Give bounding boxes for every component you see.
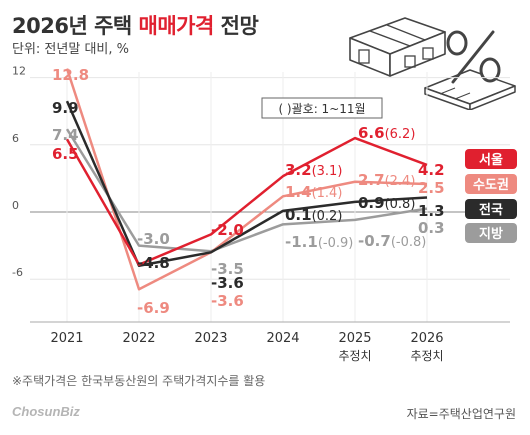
legend-badge-metro bbox=[465, 174, 517, 194]
data-value: -0.7 bbox=[358, 232, 391, 250]
legend-badge-local bbox=[465, 223, 517, 243]
unit-label: 단위: 전년말 대비, % bbox=[12, 42, 129, 57]
house-percent-illustration bbox=[349, 17, 516, 110]
data-value: 6.6 bbox=[358, 124, 385, 142]
page-title: 2026년 주택 매매가격 전망 bbox=[12, 10, 259, 40]
x-tick-label: 2026 bbox=[410, 331, 443, 346]
data-label-metro: 12.8 bbox=[52, 66, 89, 84]
legend-label-national: 전국 bbox=[479, 202, 503, 218]
data-label-local: -3.5 bbox=[211, 260, 244, 278]
y-tick-label: 6 bbox=[12, 132, 19, 145]
data-paren-value: (2.4) bbox=[385, 174, 416, 189]
data-label-local: -3.0 bbox=[137, 230, 170, 248]
publisher-logo: ChosunBiz bbox=[12, 404, 80, 419]
data-label-metro: 2.5 bbox=[418, 179, 445, 197]
data-value: 0.9 bbox=[358, 194, 385, 212]
data-value: -4.8 bbox=[137, 254, 170, 272]
legend-label-metro: 수도권 bbox=[473, 178, 509, 193]
x-tick-label: 2021 bbox=[50, 331, 83, 346]
data-label-metro: -6.9 bbox=[137, 299, 170, 317]
series-line-seoul bbox=[65, 136, 428, 266]
data-value: 4.2 bbox=[418, 161, 445, 179]
x-tick-label: 2024 bbox=[266, 331, 299, 346]
data-paren-value: (-0.9) bbox=[318, 236, 354, 251]
legend-label-local: 지방 bbox=[479, 226, 503, 242]
title-prefix: 2026년 주택 bbox=[12, 14, 139, 38]
x-tick-label: 2023 bbox=[194, 331, 227, 346]
data-value: 7.4 bbox=[52, 126, 79, 144]
annotation-box: ( )괄호: 1~11월 bbox=[261, 97, 383, 119]
data-label-seoul: -2.0 bbox=[211, 221, 244, 239]
legend-badge-national bbox=[465, 199, 517, 219]
title-accent: 매매가격 bbox=[138, 14, 215, 38]
data-paren-value: (6.2) bbox=[385, 127, 416, 142]
data-label-seoul: 3.2(3.1) bbox=[285, 161, 342, 179]
data-value: -1.1 bbox=[285, 233, 318, 251]
data-value: 1.4 bbox=[285, 183, 312, 201]
data-paren-value: (0.8) bbox=[385, 197, 416, 212]
data-paren-value: (0.2) bbox=[312, 209, 343, 224]
data-label-national: 0.9(0.8) bbox=[358, 194, 415, 212]
legend-label-seoul: 서울 bbox=[479, 152, 503, 168]
data-paren-value: (-0.8) bbox=[391, 235, 427, 250]
y-tick-label: 0 bbox=[12, 199, 19, 212]
data-value: 2.5 bbox=[418, 179, 445, 197]
data-label-local: 0.3 bbox=[418, 219, 445, 237]
data-label-national: 1.3 bbox=[418, 202, 445, 220]
x-tick-sublabel: 추정치 bbox=[338, 349, 371, 363]
source-label: 자료=주택산업연구원 bbox=[406, 407, 516, 421]
data-value: -2.0 bbox=[211, 221, 244, 239]
data-value: 0.1 bbox=[285, 206, 312, 224]
y-tick-label: 12 bbox=[12, 65, 26, 78]
data-label-national: -4.8 bbox=[137, 254, 170, 272]
data-value: 3.2 bbox=[285, 161, 312, 179]
data-paren-value: (1.4) bbox=[312, 186, 343, 201]
x-tick-sublabel: 추정치 bbox=[410, 349, 443, 363]
data-value: 9.9 bbox=[52, 99, 79, 117]
data-label-local: 7.4 bbox=[52, 126, 79, 144]
y-tick-label: -6 bbox=[12, 266, 23, 279]
data-value: -3.6 bbox=[211, 292, 244, 310]
data-label-seoul: 6.5 bbox=[52, 145, 79, 163]
data-label-metro: -3.6 bbox=[211, 292, 244, 310]
axis-labels: 12 6 0 -6 2021 2022 2023 2024 2025 추정치 2026 추정치 bbox=[12, 65, 510, 363]
data-value: 0.3 bbox=[418, 219, 445, 237]
data-value: 6.5 bbox=[52, 145, 79, 163]
x-tick-label: 2025 bbox=[338, 331, 371, 346]
data-paren-value: (3.1) bbox=[312, 164, 343, 179]
annotation-text: ( )괄호: 1~11월 bbox=[278, 102, 365, 116]
series-line-national bbox=[65, 100, 428, 268]
data-value: 12.8 bbox=[52, 66, 89, 84]
data-value: -3.6 bbox=[211, 274, 244, 292]
data-value: -3.5 bbox=[211, 260, 244, 278]
data-label-metro: 2.7(2.4) bbox=[358, 171, 415, 189]
series-line-metro bbox=[65, 68, 428, 291]
data-label-local: -1.1(-0.9) bbox=[285, 233, 353, 251]
series-line-local bbox=[65, 128, 428, 253]
data-label-national: 0.1(0.2) bbox=[285, 206, 342, 224]
x-tick-label: 2022 bbox=[122, 331, 155, 346]
legend-badge-seoul bbox=[465, 149, 517, 169]
data-label-national: -3.6 bbox=[211, 274, 244, 292]
data-label-seoul: 6.6(6.2) bbox=[358, 124, 415, 142]
data-value: -3.0 bbox=[137, 230, 170, 248]
data-label-seoul: 4.2 bbox=[418, 161, 445, 179]
footnote: ※주택가격은 한국부동산원의 주택가격지수를 활용 bbox=[12, 374, 266, 388]
data-label-national: 9.9 bbox=[52, 99, 79, 117]
data-value: 2.7 bbox=[358, 171, 385, 189]
series-lines bbox=[65, 68, 428, 291]
data-value: -6.9 bbox=[137, 299, 170, 317]
data-label-local: -0.7(-0.8) bbox=[358, 232, 426, 250]
data-label-metro: 1.4(1.4) bbox=[285, 183, 342, 201]
data-labels: 6.5 -2.0 3.2(3.1) 6.6(6.2) 4.2 12.8 -6.9 -3.6 1.… bbox=[52, 66, 445, 317]
title-suffix: 전망 bbox=[213, 14, 259, 38]
data-value: 1.3 bbox=[418, 202, 445, 220]
